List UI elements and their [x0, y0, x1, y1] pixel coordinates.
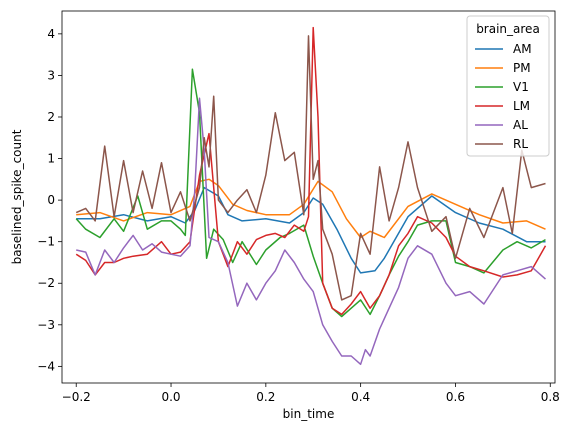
series-line-rl: [75, 35, 546, 301]
y-tick-label: 4: [47, 27, 55, 41]
series-line-al: [76, 97, 546, 366]
legend-label: AL: [513, 118, 528, 132]
y-tick-label: 1: [47, 152, 55, 166]
legend-item-lm: LM: [475, 99, 530, 113]
y-tick-label: −1: [37, 235, 55, 249]
legend-title: brain_area: [476, 22, 540, 36]
legend-item-al: AL: [475, 118, 528, 132]
legend-label: LM: [513, 99, 530, 113]
x-tick-label: −0.2: [62, 390, 91, 404]
x-tick-label: 0.0: [161, 390, 180, 404]
legend-label: RL: [513, 137, 528, 151]
y-axis: −4 −3 −2 −1 0 1 2 3 4: [37, 27, 62, 373]
series-line-v1: [75, 68, 546, 318]
legend-label: AM: [513, 42, 532, 56]
series-line-am: [76, 186, 546, 274]
y-tick-label: 0: [47, 193, 55, 207]
legend-item-v1: V1: [475, 80, 529, 94]
y-tick-label: 2: [47, 110, 55, 124]
legend-items: AM PM V1 LM AL RL: [475, 42, 532, 151]
x-tick-label: 0.4: [351, 390, 370, 404]
plot-frame: [61, 10, 556, 384]
y-tick-label: −3: [37, 318, 55, 332]
y-tick-label: 3: [47, 68, 55, 82]
legend-box: [466, 15, 550, 157]
plot-lines: [75, 26, 547, 366]
x-tick-label: 0.6: [446, 390, 465, 404]
x-tick-label: 0.8: [541, 390, 560, 404]
legend: brain_area AM PM V1 LM AL RL: [466, 15, 550, 157]
y-axis-label: baselined_spike_count: [10, 129, 24, 264]
legend-item-am: AM: [475, 42, 532, 56]
legend-label: V1: [513, 80, 529, 94]
legend-label: PM: [513, 61, 531, 75]
x-axis: −0.2 0.0 0.2 0.4 0.6 0.8: [62, 383, 560, 404]
y-tick-label: −4: [37, 359, 55, 373]
legend-item-pm: PM: [475, 61, 531, 75]
series-line-lm: [75, 26, 547, 316]
legend-item-rl: RL: [475, 137, 528, 151]
x-tick-label: 0.2: [256, 390, 275, 404]
y-tick-label: −2: [37, 276, 55, 290]
x-axis-label: bin_time: [283, 407, 335, 421]
